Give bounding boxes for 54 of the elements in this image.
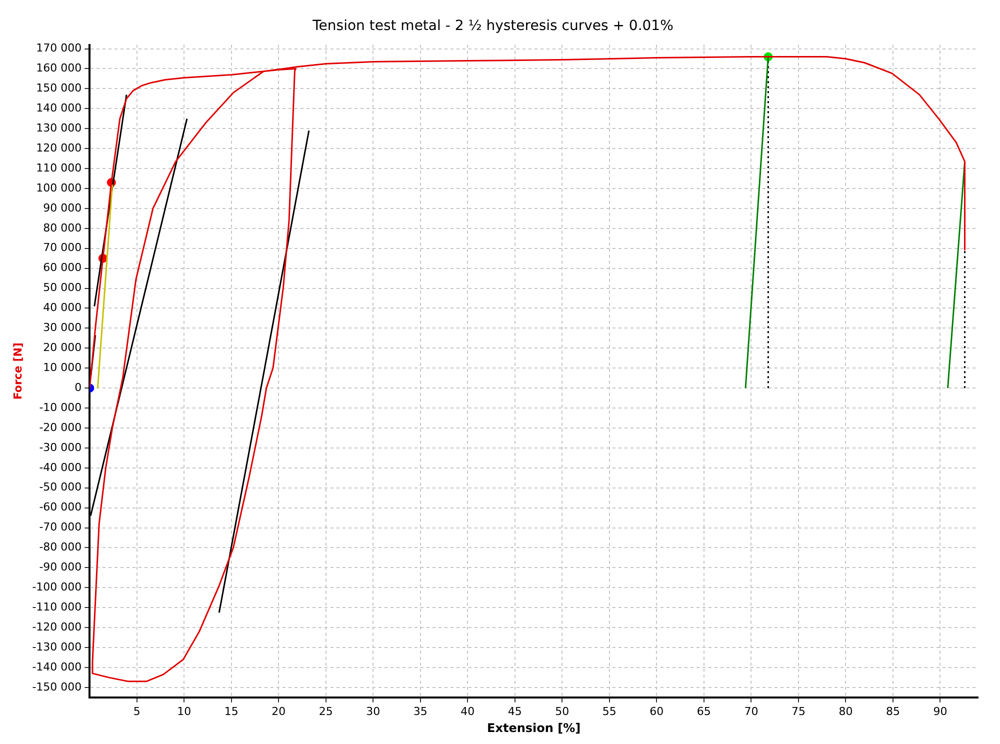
x-axis-title: Extension [%] [487, 720, 581, 735]
x-tick-label: 5 [133, 704, 140, 718]
y-tick-label: 140 000 [36, 102, 82, 115]
y-tick-label: -10 000 [39, 400, 82, 414]
x-tick-label: 25 [318, 704, 333, 718]
y-axis-title: Force [N] [11, 342, 24, 400]
y-tick-label: 110 000 [36, 161, 82, 174]
y-tick-label: -60 000 [39, 500, 82, 514]
y-tick-label: 160 000 [36, 62, 82, 75]
y-tick-label: -30 000 [39, 440, 82, 454]
y-tick-label: 120 000 [36, 141, 82, 154]
y-tick-label: 100 000 [36, 181, 82, 194]
x-tick-label: 15 [224, 704, 238, 718]
y-tick-label: -130 000 [32, 640, 82, 654]
y-tick-label: -140 000 [32, 660, 82, 674]
y-tick-label: 130 000 [36, 121, 82, 134]
y-tick-label: 170 000 [36, 42, 82, 55]
y-tick-label: -50 000 [39, 480, 82, 494]
y-tick-label: 0 [74, 380, 82, 394]
x-tick-label: 50 [555, 704, 570, 718]
y-tick-label: -80 000 [39, 540, 82, 554]
chart-title: Tension test metal - 2 ½ hysteresis curves + 0.01% [312, 18, 674, 34]
y-tick-label: 40 000 [43, 301, 82, 314]
x-tick-label: 90 [933, 704, 948, 718]
x-tick-label: 30 [366, 704, 380, 718]
y-tick-label: 30 000 [43, 321, 82, 334]
x-tick-label: 35 [413, 704, 428, 718]
y-tick-label: -110 000 [32, 600, 82, 614]
y-tick-label: 90 000 [43, 201, 82, 214]
y-tick-label: -90 000 [39, 560, 82, 574]
y-tick-label: 20 000 [43, 341, 82, 354]
y-tick-label: 10 000 [43, 360, 82, 374]
y-tick-label: -20 000 [39, 420, 82, 434]
x-tick-label: 40 [460, 704, 475, 718]
y-tick-label: 50 000 [43, 281, 82, 294]
y-tick-label: -150 000 [32, 680, 82, 694]
x-tick-label: 80 [838, 704, 853, 718]
y-tick-label: 80 000 [43, 221, 82, 234]
y-tick-label: 150 000 [36, 82, 82, 95]
y-tick-label: -70 000 [39, 520, 82, 534]
x-tick-label: 10 [177, 704, 192, 718]
y-tick-label: -40 000 [39, 460, 82, 474]
y-tick-label: 60 000 [43, 261, 82, 274]
x-tick-label: 75 [791, 704, 806, 718]
x-tick-label: 60 [650, 704, 664, 718]
y-tick-label: 70 000 [43, 241, 82, 254]
y-tick-label: -100 000 [32, 580, 82, 594]
x-tick-label: 85 [886, 704, 900, 718]
x-tick-label: 20 [272, 704, 286, 718]
x-tick-label: 45 [508, 704, 522, 718]
x-tick-label: 55 [602, 704, 616, 718]
x-tick-label: 65 [696, 704, 711, 718]
y-tick-label: -120 000 [32, 620, 82, 634]
x-tick-label: 70 [744, 704, 758, 718]
